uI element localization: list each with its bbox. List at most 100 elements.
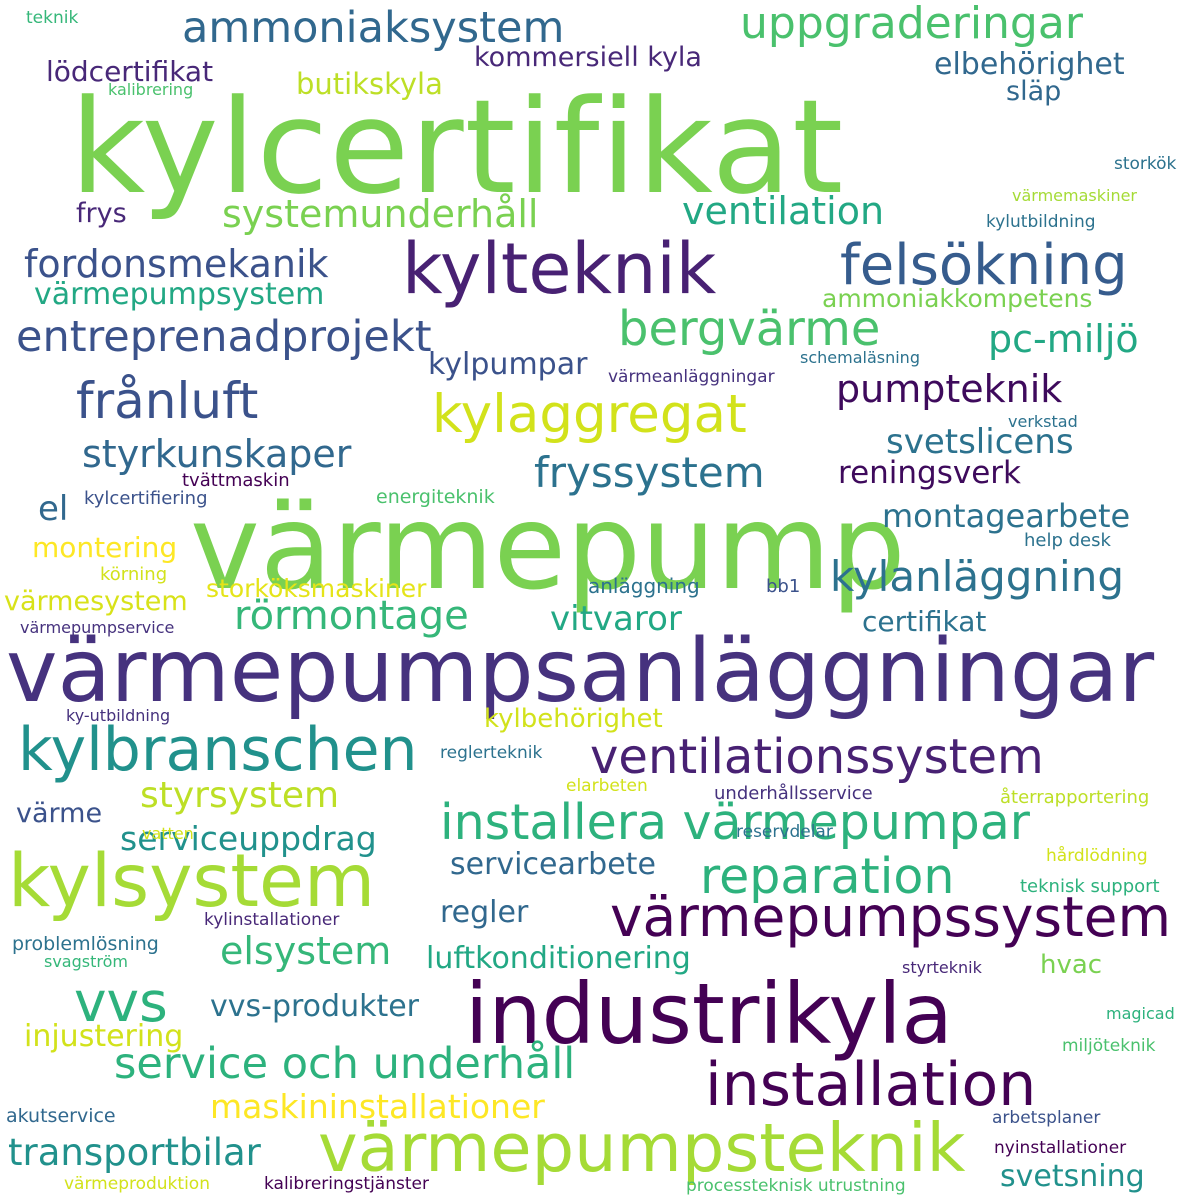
word: värmesystem — [4, 586, 188, 617]
word: kylsystem — [8, 839, 376, 924]
word: värmepumpsystem — [34, 277, 325, 312]
word: felsökning — [840, 233, 1128, 298]
word: kylbehörighet — [484, 704, 663, 734]
word: certifikat — [862, 605, 987, 638]
word: värme — [16, 798, 103, 829]
word: injustering — [24, 1019, 184, 1054]
word: servicearbete — [450, 847, 656, 882]
word: montering — [32, 531, 178, 564]
word: transportbilar — [8, 1131, 261, 1174]
word: elbehörighet — [934, 47, 1125, 82]
word: pumpteknik — [836, 367, 1063, 411]
word: värmepumpssystem — [610, 885, 1172, 949]
word: underhållsservice — [714, 783, 873, 804]
word: återrapportering — [1000, 787, 1150, 808]
word: värmepumpservice — [20, 618, 175, 637]
word: ammoniaksystem — [182, 3, 565, 53]
word: kylpumpar — [428, 347, 588, 382]
word: kylcertifikat — [70, 71, 845, 223]
word: regler — [440, 895, 529, 930]
word: vvs-produkter — [210, 989, 420, 1024]
word: lödcertifikat — [46, 55, 214, 88]
word: värmepumpsteknik — [318, 1109, 966, 1187]
word: reningsverk — [838, 455, 1021, 491]
word: energiteknik — [376, 486, 495, 508]
word: svetsning — [1000, 1159, 1145, 1194]
word: anläggning — [588, 574, 700, 598]
word: kylteknik — [402, 228, 717, 310]
word: styrteknik — [902, 958, 982, 977]
word: fordonsmekanik — [24, 242, 329, 286]
word: maskininstallationer — [210, 1087, 545, 1126]
word: entreprenadprojekt — [16, 312, 432, 362]
word: systemunderhåll — [222, 192, 539, 236]
word: styrsystem — [140, 775, 340, 816]
word: bb1 — [766, 576, 801, 597]
word: nyinstallationer — [994, 1138, 1127, 1158]
word: butikskyla — [296, 67, 443, 101]
word: värmemaskiner — [1012, 186, 1137, 205]
word: teknisk support — [1020, 876, 1160, 897]
word: kylutbildning — [986, 212, 1096, 232]
word: svagström — [44, 952, 128, 971]
word: storkök — [1114, 154, 1177, 174]
word: kalibrering — [108, 80, 194, 99]
word: installation — [705, 1050, 1037, 1120]
word: kylinstallationer — [204, 910, 340, 930]
word: ammoniakkompetens — [822, 284, 1093, 313]
word: reparation — [700, 848, 955, 905]
word: reglerteknik — [440, 743, 543, 763]
word: service och underhåll — [114, 1039, 576, 1089]
word: bergvärme — [618, 301, 881, 357]
word: pc-miljö — [988, 317, 1139, 361]
word: montagearbete — [882, 497, 1131, 535]
word: värmeproduktion — [64, 1174, 210, 1194]
word: arbetsplaner — [992, 1108, 1101, 1128]
word: kylanläggning — [830, 552, 1124, 601]
word: rörmontage — [234, 593, 469, 639]
word: elsystem — [220, 929, 392, 973]
word: värmepumpsanläggningar — [6, 620, 1155, 722]
word: processteknisk utrustning — [686, 1176, 906, 1196]
word: styrkunskaper — [82, 432, 352, 476]
word: kalibreringstjänster — [264, 1174, 429, 1194]
word: kylaggregat — [432, 384, 747, 445]
word: kylbranschen — [18, 715, 418, 785]
word: vitvaror — [550, 599, 682, 639]
word: elarbeten — [566, 776, 648, 796]
word: verkstad — [1008, 412, 1078, 431]
word: frys — [76, 198, 127, 229]
word: problemlösning — [12, 933, 159, 955]
word: kommersiell kyla — [474, 42, 702, 73]
word: vvs — [74, 970, 168, 1034]
word: teknik — [26, 8, 79, 28]
word: industrikyla — [465, 965, 953, 1063]
word: ventilation — [682, 189, 885, 233]
word: reservdelar — [736, 822, 833, 842]
word: körning — [100, 564, 168, 585]
word: miljöteknik — [1062, 1036, 1156, 1056]
word: släp — [1006, 76, 1062, 107]
word: magicad — [1106, 1004, 1175, 1023]
word: el — [38, 489, 69, 529]
word: storköksmaskiner — [206, 574, 427, 603]
word: värmepump — [190, 478, 906, 616]
word: kylcertifiering — [84, 488, 208, 509]
word: serviceuppdrag — [120, 819, 377, 858]
word: luftkonditionering — [426, 941, 691, 976]
word: fryssystem — [534, 448, 765, 497]
word: frånluft — [76, 372, 259, 430]
word: uppgraderingar — [740, 0, 1083, 49]
word: vatten — [142, 824, 194, 843]
word: hårdlödning — [1046, 846, 1148, 866]
word: värmeanläggningar — [608, 367, 775, 387]
word: svetslicens — [886, 422, 1074, 462]
word: schemaläsning — [800, 348, 920, 367]
word: akutservice — [6, 1105, 116, 1127]
word: help desk — [1024, 530, 1111, 551]
word: ventilationssystem — [590, 729, 1044, 785]
word: tvättmaskin — [182, 470, 290, 491]
word: ky-utbildning — [66, 706, 171, 725]
word: hvac — [1040, 950, 1103, 980]
